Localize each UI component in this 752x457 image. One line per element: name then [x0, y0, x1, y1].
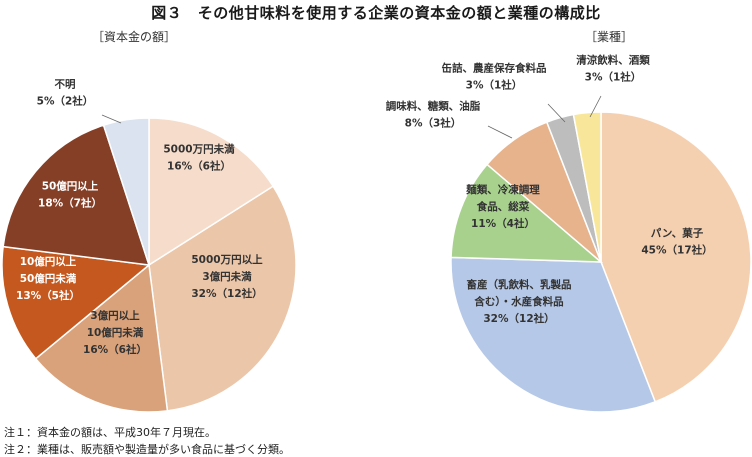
industry-slice-label-3-line-0: 調味料、糖類、油脂 [386, 100, 481, 113]
capital-slice-label-4: 50億円以上 18%（7社） [38, 180, 102, 210]
capital-slice-label-2-line-2: 16%（6社） [83, 343, 147, 356]
industry-leader-line-4 [547, 103, 566, 123]
capital-slice-label-1-line-2: 32%（12社） [191, 287, 262, 300]
capital-slice-label-5-line-0: 不明 [55, 79, 76, 91]
industry-slice-label-1: 畜産（乳飲料、乳製品含む）・水産食料品 32%（12社） [467, 278, 572, 325]
capital-slice-5 [102, 117, 150, 266]
capital-slice-label-2-line-0: 3億円以上 [90, 309, 140, 322]
capital-slice-label-3-line-1: 50億円未満 [20, 272, 77, 285]
footnote-1: 注１：資本金の額は、平成30年７月現在。 [4, 426, 216, 439]
industry-slice-label-2-line-2: 11%（4社） [471, 217, 535, 230]
industry-slice-label-2: 麺類、冷凍調理食品、総菜 11%（4社） [465, 183, 540, 230]
industry-slice-label-1-line-0: 畜産（乳飲料、乳製品 [467, 278, 572, 291]
capital-slice-4 [2, 124, 151, 266]
capital-slice-label-1-line-0: 5000万円以上 [191, 253, 263, 266]
industry-leader-line-3 [487, 125, 513, 139]
industry-pie-labels: パン、菓子 45%（17社） 畜産（乳飲料、乳製品含む）・水産食料品 32%（12社）… [386, 54, 713, 326]
industry-slice-label-0: パン、菓子 45%（17社） [641, 227, 712, 257]
footnote-2: 注２：業種は、販売額や製造量が多い食品に基づく分類。 [4, 443, 290, 456]
capital-slice-0 [148, 117, 275, 267]
capital-slice-label-0: 5000万円未満 16%（6社） [163, 143, 235, 173]
industry-slice-label-2-line-1: 食品、総菜 [476, 200, 530, 213]
capital-chart-subtitle: ［資本金の額］ [92, 30, 177, 44]
capital-slice-label-4-line-0: 50億円以上 [42, 180, 99, 193]
industry-slice-2 [450, 163, 604, 263]
chart-title: 図３ その他甘味料を使用する企業の資本金の額と業種の構成比 [151, 4, 601, 22]
capital-slice-label-2: 3億円以上 10億円未満 16%（6社） [83, 309, 147, 356]
capital-slice-label-3-line-2: 13%（5社） [16, 289, 80, 302]
industry-slice-label-4: 缶詰、農産保存食料品 3%（1社） [442, 62, 547, 92]
industry-pie [450, 111, 752, 413]
industry-slice-label-4-line-1: 3%（1社） [466, 79, 523, 92]
capital-leader-line-5 [101, 114, 122, 124]
capital-slice-label-1-line-1: 3億円未満 [202, 270, 252, 283]
capital-slice-label-2-line-1: 10億円未満 [87, 326, 144, 339]
industry-slice-label-1-line-1: 含む）・水産食料品 [474, 295, 563, 308]
capital-slice-label-0-line-1: 16%（6社） [167, 160, 231, 173]
industry-slice-label-0-line-0: パン、菓子 [651, 227, 704, 240]
capital-pie [1, 117, 297, 413]
capital-slice-label-5-line-1: 5%（2社） [37, 95, 94, 108]
capital-slice-3 [1, 245, 151, 360]
capital-slice-label-1: 5000万円以上 3億円未満 32%（12社） [191, 253, 263, 300]
industry-slice-1 [450, 256, 657, 413]
industry-slice-label-1-line-2: 32%（12社） [483, 312, 554, 325]
capital-slice-label-0-line-0: 5000万円未満 [163, 143, 235, 156]
capital-slice-1 [148, 185, 297, 412]
industry-slice-label-4-line-0: 缶詰、農産保存食料品 [442, 62, 547, 75]
industry-slice-0 [600, 111, 752, 403]
capital-slice-label-5: 不明 5%（2社） [37, 79, 94, 108]
industry-slice-label-3: 調味料、糖類、油脂 8%（3社） [386, 100, 481, 130]
industry-slice-label-5-line-0: 清涼飲料、酒類 [576, 54, 650, 67]
capital-slice-2 [34, 263, 169, 413]
capital-slice-label-3: 10億円以上 50億円未満 13%（5社） [16, 255, 80, 302]
capital-slice-label-3-line-0: 10億円以上 [20, 255, 77, 268]
industry-slice-label-0-line-1: 45%（17社） [641, 244, 712, 257]
industry-chart-subtitle: ［業種］ [585, 30, 634, 44]
industry-leader-line-5 [589, 95, 602, 118]
industry-slice-label-5-line-1: 3%（1社） [585, 71, 642, 84]
industry-slice-label-5: 清涼飲料、酒類 3%（1社） [576, 54, 650, 84]
capital-pie-labels: 5000万円未満 16%（6社） 5000万円以上 3億円未満 32%（12社） 3億円以… [16, 79, 263, 357]
industry-slice-label-2-line-0: 麺類、冷凍調理 [465, 183, 540, 196]
capital-slice-label-4-line-1: 18%（7社） [38, 197, 102, 210]
industry-slice-label-3-line-1: 8%（3社） [405, 117, 462, 130]
industry-slice-5 [572, 111, 602, 263]
